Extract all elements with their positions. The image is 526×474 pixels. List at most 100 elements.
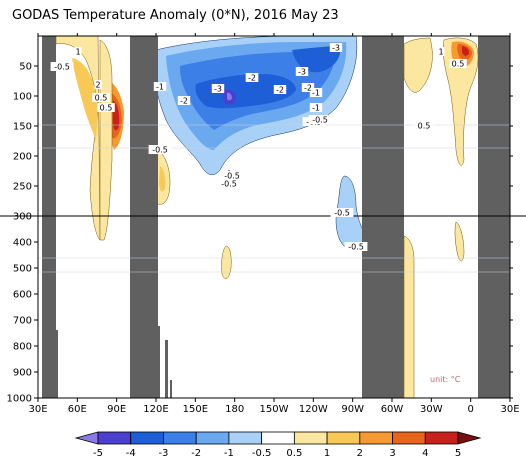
- contour-label: -1: [312, 89, 320, 98]
- colorbar-swatch: [97, 431, 132, 445]
- contour-label-bg: [97, 103, 115, 112]
- x-tick-label: 30E: [500, 404, 519, 415]
- colorbar-swatch: [359, 431, 393, 445]
- land-mask-1: [42, 36, 56, 336]
- contour-label: 2: [95, 81, 100, 90]
- cold-region-pacific-3: [195, 74, 296, 109]
- x-tick-label: 30W: [420, 404, 443, 415]
- contour-label-bg: [330, 208, 354, 217]
- colorbar-swatch: [163, 431, 197, 445]
- contour-label-bg: [177, 96, 191, 105]
- contour-label: -0.5: [312, 116, 328, 125]
- land-mask-2: [130, 36, 158, 398]
- contour-label-bg: [148, 145, 172, 154]
- contour-label: 0.5: [418, 122, 431, 131]
- contour-label-bg: [94, 80, 102, 89]
- contour-label-bg: [295, 67, 309, 76]
- x-tick-label: 0: [467, 404, 473, 415]
- warm-region-gulf-guinea: [442, 37, 479, 166]
- colorbar-triangle-right: [457, 431, 482, 445]
- contour-label-bg: [308, 115, 332, 124]
- contour-label-bg: [211, 84, 225, 93]
- colorbar-label: -2: [191, 448, 201, 459]
- colorbar: -5 -4 -3 -2 -1 -0.5 0.5 1 2 3 4 5: [74, 431, 482, 459]
- land-mask-2-c: [165, 340, 168, 398]
- x-tick-label: 150E: [183, 404, 208, 415]
- colorbar-swatch: [228, 431, 263, 445]
- colorbar-label: 3: [389, 448, 395, 459]
- y-tick-label: 500: [13, 264, 32, 275]
- contour-label: 0.5: [95, 94, 108, 103]
- contour-label-bg: [415, 121, 433, 130]
- contour-label-bg: [301, 83, 315, 92]
- contour-label-bg: [329, 43, 343, 52]
- contour-label-bg: [273, 85, 287, 94]
- colorbar-swatch: [261, 431, 295, 445]
- x-tick-label: 120E: [143, 404, 168, 415]
- warm-region-atlantic-deep: [403, 235, 415, 398]
- y-tick-label: 250: [13, 182, 32, 193]
- contour-label: -0.5: [224, 172, 240, 181]
- contour-label: -2: [248, 74, 256, 83]
- contour-label: -0.5: [334, 209, 350, 218]
- colorbar-label: 1: [324, 448, 330, 459]
- warm-region-atlantic-blob: [454, 221, 465, 262]
- contour-label-bg: [153, 82, 167, 91]
- y-tick-label: 900: [13, 368, 32, 379]
- colorbar-label: 2: [357, 448, 363, 459]
- contour-label: -1: [156, 83, 164, 92]
- contour-label-bg: [449, 59, 467, 68]
- warm-region-indian-core2: [72, 58, 98, 140]
- contour-label: 1: [75, 48, 80, 57]
- x-tick-label: 150W: [260, 404, 289, 415]
- colorbar-swatch: [195, 431, 230, 445]
- warm-region-atlantic-surface: [403, 37, 433, 93]
- contour-label: -2: [180, 97, 188, 106]
- contour-label-bg: [217, 179, 241, 188]
- y-tick-label: 300: [13, 212, 32, 223]
- cold-region-pacific-3b: [292, 46, 341, 73]
- colorbar-triangle-left: [74, 431, 99, 445]
- y-tick-label: 150: [13, 122, 32, 133]
- warm-region-pacific-blob: [221, 245, 232, 280]
- colorbar-swatch: [424, 431, 459, 445]
- y-tick-label: 1000: [7, 394, 32, 405]
- y-tick-label: 100: [13, 92, 32, 103]
- contour-label-bg: [437, 47, 445, 56]
- y-tick-label: 50: [19, 62, 32, 73]
- colorbar-label: 4: [422, 448, 428, 459]
- land-mask-2-b: [158, 326, 160, 398]
- colorbar-swatch: [293, 431, 328, 445]
- y-tick-label: 200: [13, 152, 32, 163]
- contour-label: -2: [304, 84, 312, 93]
- contour-labels: -0.5-1-2-3-3-2-1-0.5120.50.5-0.5-0.5-1-0…: [50, 43, 467, 252]
- x-tick-label: 180: [225, 404, 244, 415]
- colorbar-label: -3: [158, 448, 168, 459]
- colorbar-label: -1: [224, 448, 234, 459]
- contour-label: -0.5: [152, 146, 168, 155]
- land-mask-4: [478, 36, 510, 398]
- contour-label: -0.5: [221, 180, 237, 189]
- colorbar-label: -0.5: [252, 448, 272, 459]
- colorbar-label: 5: [455, 448, 461, 459]
- x-tick-label: 90E: [107, 404, 126, 415]
- gridlines: [38, 124, 510, 273]
- contour-label: 1: [438, 48, 443, 57]
- y-tick-label: 800: [13, 342, 32, 353]
- heatmap-field: [38, 36, 510, 398]
- contour-label-bg: [92, 93, 110, 102]
- chart-title: GODAS Temperature Anomaly (0*N), 2016 Ma…: [12, 8, 339, 23]
- colorbar-swatch: [130, 431, 164, 445]
- colorbar-label: -5: [93, 448, 103, 459]
- y-tick-label: 400: [13, 238, 32, 249]
- x-tick-label: 120W: [299, 404, 328, 415]
- x-axis: 30E 60E 90E 120E 150E 180 150W 120W 90W 60W 30W 0 30…: [28, 33, 520, 415]
- x-tick-label: 30E: [28, 404, 47, 415]
- x-tick-label: 90W: [341, 404, 364, 415]
- y-tick-label: 600: [13, 290, 32, 301]
- contour-label-bg: [344, 242, 368, 251]
- contour-label: 0.5: [100, 104, 113, 113]
- contour-label: -0.5: [348, 243, 364, 252]
- contour-label-bg: [245, 73, 259, 82]
- contour-label-bg: [309, 88, 323, 97]
